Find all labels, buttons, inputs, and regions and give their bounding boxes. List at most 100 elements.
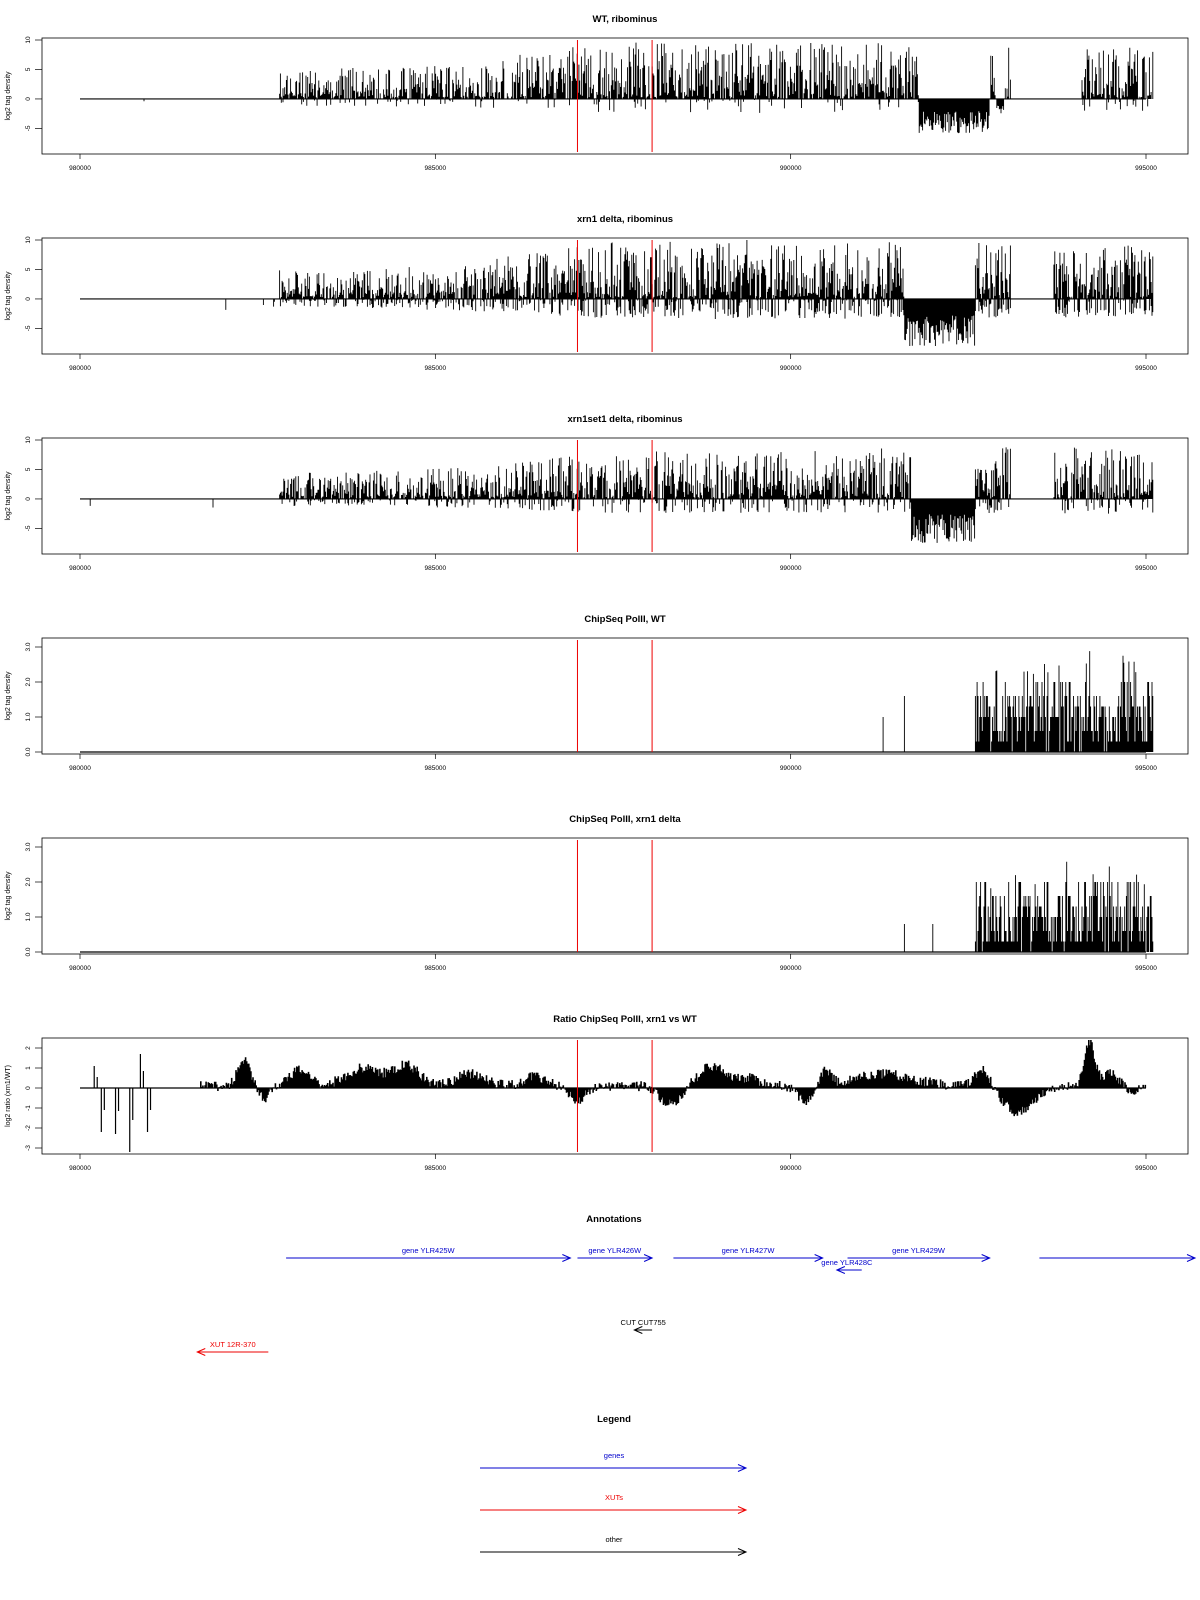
y-tick-label: 0 [25,297,32,301]
x-tick-label: 985000 [424,165,446,172]
gene-arrow [1039,1254,1197,1262]
plot-frame [41,37,1189,155]
y-tick-label: 0 [25,1086,32,1090]
y-tick-label: 0 [25,97,32,101]
y-tick-label: -5 [25,525,32,531]
arrow-head [981,1254,991,1262]
ratio-area [200,1040,1147,1117]
data-marks [80,651,1154,753]
x-tick-label: 980000 [69,165,91,172]
y-tick-label: 3.0 [25,642,32,651]
x-tick-label: 985000 [424,365,446,372]
chart-panel-2: xrn1 delta, ribominus log2 tag density -5 0… [5,214,1189,372]
arrow-head [835,1266,846,1274]
y-axis-label: log2 tag density [5,871,12,921]
x-tick-label: 995000 [1135,165,1157,172]
y-axis-label: log2 tag density [5,671,12,721]
gene-label: gene YLR426W [588,1246,642,1255]
x-tick-label: 995000 [1135,965,1157,972]
chart-panel-1: WT, ribominus log2 tag density -5 0 5 10 98000… [5,14,1189,172]
x-tick-label: 990000 [780,965,802,972]
chip-bars [882,651,1154,752]
negative-bars [89,498,1154,543]
x-tick-label: 990000 [780,565,802,572]
xut-label: XUT 12R-370 [210,1340,256,1349]
chart-panel-6: Ratio ChipSeq PolII, xrn1 vs WT log2 rati… [5,1014,1189,1172]
x-tick-label: 995000 [1135,1165,1157,1172]
x-tick-label: 990000 [780,365,802,372]
plot-frame [41,237,1189,355]
arrow-head [737,1548,748,1556]
arrow-head [633,1326,643,1334]
y-axis-label: log2 tag density [5,271,12,321]
y-tick-label: -1 [25,1105,32,1111]
annotations-panel: Annotations gene YLR425W gene YLR426W gene … [196,1214,1197,1356]
data-marks [80,447,1154,543]
chart-panel-4: ChipSeq PolII, WT log2 tag density 0.0 1.0 2… [5,614,1189,772]
y-tick-label: 0.0 [25,947,32,956]
y-tick-label: 0.0 [25,747,32,756]
x-tick-label: 980000 [69,365,91,372]
x-tick-label: 995000 [1135,365,1157,372]
x-tick-label: 980000 [69,765,91,772]
y-tick-label: 1.0 [25,912,32,921]
arrow-head [737,1464,748,1472]
legend-arrow-other [480,1548,748,1556]
arrow-head [196,1348,206,1356]
y-tick-label: 3.0 [25,842,32,851]
gene-arrow [577,1254,654,1262]
negative-bars [143,98,1149,134]
legend-label: other [605,1535,623,1544]
plot-frame [41,1037,1189,1155]
positive-bars [279,42,1154,99]
arrow-head [643,1254,654,1262]
gene-label: gene YLR428C [821,1258,873,1267]
x-tick-label: 990000 [780,165,802,172]
plot-frame [41,637,1189,755]
y-axis-label: log2 ratio (xrn1/WT) [5,1065,12,1127]
positive-bars [279,447,1154,499]
chart-title: Ratio ChipSeq PolII, xrn1 vs WT [553,1014,697,1025]
gene-label: gene YLR429W [892,1246,946,1255]
x-tick-label: 980000 [69,965,91,972]
gene-label: gene YLR425W [402,1246,456,1255]
legend-title: Legend [597,1414,631,1425]
x-tick-label: 990000 [780,1165,802,1172]
chart-panel-5: ChipSeq PolII, xrn1 delta log2 tag densit… [5,814,1189,972]
chart-title: xrn1 delta, ribominus [577,214,673,225]
legend-arrow-genes [480,1464,748,1472]
y-tick-label: 2.0 [25,877,32,886]
y-tick-label: 2 [25,1046,32,1050]
positive-bars [279,240,1154,299]
chart-panel-3: xrn1set1 delta, ribominus log2 tag densit… [5,414,1189,572]
x-tick-label: 985000 [424,1165,446,1172]
y-tick-label: 1.0 [25,712,32,721]
cut-label: CUT CUT755 [621,1318,666,1327]
y-tick-label: 0 [25,497,32,501]
legend-label: genes [604,1451,625,1460]
y-tick-label: 10 [25,236,32,244]
y-tick-label: 5 [25,467,32,471]
y-tick-label: -5 [25,125,32,131]
legend-label: XUTs [605,1493,623,1502]
arrow-head [562,1254,572,1262]
arrow-head [737,1506,748,1514]
y-axis-label: log2 tag density [5,71,12,121]
gene-arrow [673,1254,824,1262]
y-tick-label: 5 [25,67,32,71]
chart-title: xrn1set1 delta, ribominus [567,414,682,425]
x-tick-label: 985000 [424,965,446,972]
x-tick-label: 995000 [1135,565,1157,572]
cut-arrow [633,1326,653,1334]
x-tick-label: 990000 [780,765,802,772]
plot-frame [41,437,1189,555]
x-tick-label: 980000 [69,565,91,572]
y-tick-label: 10 [25,436,32,444]
data-marks [80,861,1154,953]
gene-arrow [286,1254,572,1262]
y-tick-label: 5 [25,267,32,271]
chart-title: WT, ribominus [593,14,658,25]
gene-arrow [835,1266,862,1274]
negative-bars [225,298,1154,346]
